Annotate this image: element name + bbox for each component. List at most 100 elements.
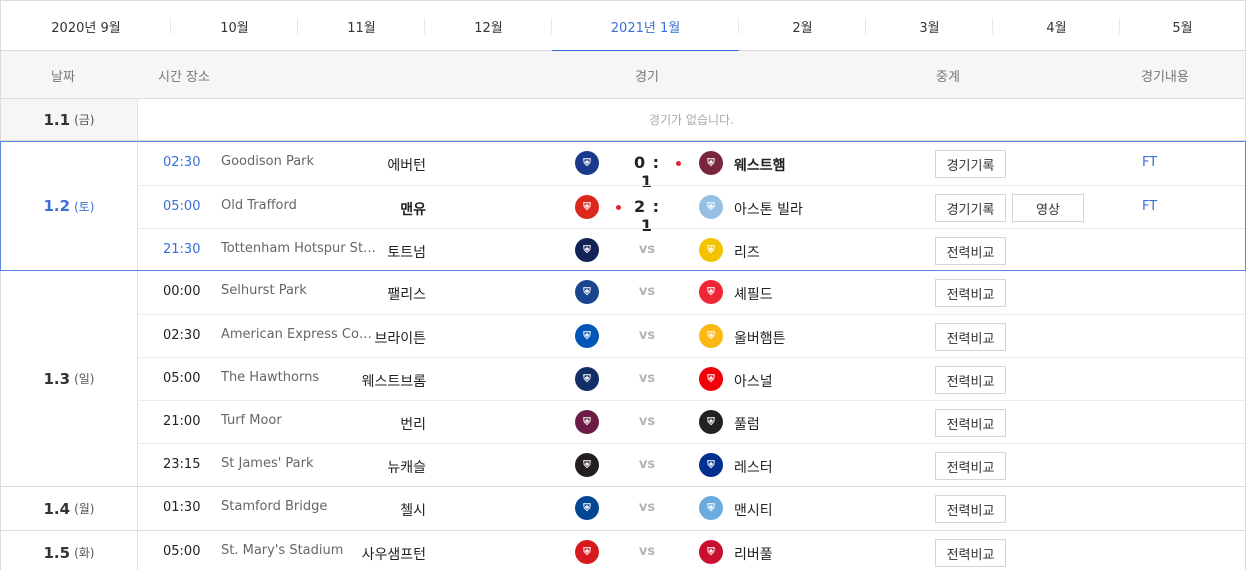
crest-west-brom-icon[interactable]: ⛨: [575, 367, 599, 391]
match-record-button[interactable]: 경기기록: [935, 150, 1006, 178]
month-tab[interactable]: 4월: [993, 1, 1120, 51]
home-team-name[interactable]: 팰리스: [387, 287, 426, 303]
crest-liverpool-icon[interactable]: ⛨: [699, 540, 723, 564]
month-tab[interactable]: 2020년 9월: [1, 1, 171, 51]
match-score[interactable]: 2 : 1: [633, 197, 661, 235]
video-button[interactable]: 영상: [1012, 194, 1084, 222]
match-status-link[interactable]: FT: [1142, 155, 1158, 170]
day-group: 1.4 (월) 01:30 Stamford Bridge 첼시 ⛨ vs ⛨ 맨시티 전력비교: [0, 487, 1246, 531]
away-team-name[interactable]: 풀럼: [734, 417, 760, 433]
date-cell: 1.4 (월): [1, 487, 138, 530]
away-team-name[interactable]: 웨스트햄: [734, 158, 786, 174]
match-venue: St James' Park: [221, 456, 314, 471]
crest-man-utd-icon[interactable]: ⛨: [575, 195, 599, 219]
crest-aston-villa-icon[interactable]: ⛨: [699, 195, 723, 219]
compare-button[interactable]: 전력비교: [935, 279, 1006, 307]
vs-label: vs: [638, 500, 656, 515]
away-team-name[interactable]: 리즈: [734, 245, 760, 261]
crest-arsenal-icon[interactable]: ⛨: [699, 367, 723, 391]
crest-leicester-icon[interactable]: ⛨: [699, 453, 723, 477]
match-venue: Tottenham Hotspur St…: [221, 241, 377, 256]
home-team-name[interactable]: 첼시: [400, 503, 426, 519]
match-venue: Goodison Park: [221, 154, 315, 169]
away-team-name[interactable]: 아스널: [734, 374, 773, 390]
compare-button[interactable]: 전력비교: [935, 539, 1006, 567]
month-tab[interactable]: 10월: [171, 1, 298, 51]
compare-button[interactable]: 전력비교: [935, 237, 1006, 265]
month-tab[interactable]: 11월: [298, 1, 425, 51]
day-group: 1.3 (일) 00:00 Selhurst Park 팰리스 ⛨ vs ⛨ 셰필드 전력비교 02…: [0, 271, 1246, 487]
compare-button[interactable]: 전력비교: [935, 495, 1006, 523]
match-time: 21:30: [163, 242, 201, 257]
match-status-link[interactable]: FT: [1142, 199, 1158, 214]
away-team-name[interactable]: 리버풀: [734, 547, 773, 563]
date-number: 1.3: [43, 369, 71, 388]
date-number: 1.2: [43, 197, 71, 215]
day-group: 1.1 (금) 경기가 없습니다.: [0, 99, 1246, 141]
month-tab-label: 2021년 1월: [610, 20, 681, 36]
match-time: 02:30: [163, 155, 201, 170]
crest-sheffield-united-icon[interactable]: ⛨: [699, 280, 723, 304]
home-team-name[interactable]: 번리: [400, 417, 426, 433]
header-date: 날짜: [51, 70, 75, 85]
home-team-name[interactable]: 맨유: [400, 202, 426, 218]
month-tab[interactable]: 2021년 1월: [552, 1, 739, 52]
date-cell: 1.5 (화): [1, 531, 138, 570]
month-tab[interactable]: 3월: [866, 1, 993, 51]
day-group: 1.5 (화) 05:00 St. Mary's Stadium 사우샘프턴 ⛨ vs ⛨ 리버…: [0, 531, 1246, 570]
match-row: 21:30 Tottenham Hotspur St… 토트넘 ⛨ vs ⛨ 리즈 전력비교: [138, 228, 1245, 271]
month-tab-label: 5월: [1172, 20, 1193, 36]
match-row: 21:00 Turf Moor 번리 ⛨ vs ⛨ 풀럼 전력비교: [138, 400, 1245, 443]
match-row: 00:00 Selhurst Park 팰리스 ⛨ vs ⛨ 셰필드 전력비교: [138, 271, 1245, 314]
crest-glyph: ⛨: [707, 286, 715, 298]
crest-brighton-icon[interactable]: ⛨: [575, 324, 599, 348]
compare-button[interactable]: 전력비교: [935, 452, 1006, 480]
match-time: 05:00: [163, 544, 201, 559]
home-team-name[interactable]: 웨스트브롬: [361, 374, 426, 390]
header-time-venue: 시간 장소: [158, 70, 210, 85]
crest-burnley-icon[interactable]: ⛨: [575, 410, 599, 434]
compare-button[interactable]: 전력비교: [935, 323, 1006, 351]
home-team-name[interactable]: 사우샘프턴: [361, 547, 426, 563]
match-time: 00:00: [163, 284, 201, 299]
header-detail: 경기내용: [1141, 70, 1189, 85]
crest-crystal-palace-icon[interactable]: ⛨: [575, 280, 599, 304]
home-team-name[interactable]: 브라이튼: [374, 331, 426, 347]
home-team-name[interactable]: 뉴캐슬: [387, 460, 426, 476]
crest-chelsea-icon[interactable]: ⛨: [575, 496, 599, 520]
match-venue: Stamford Bridge: [221, 499, 328, 514]
vs-label: vs: [638, 371, 656, 386]
match-row: 02:30 Goodison Park 에버턴 ⛨ 0 : 1 ⛨ 웨스트햄 경기기록 FT: [138, 142, 1245, 191]
away-team-name[interactable]: 셰필드: [734, 287, 773, 303]
away-team-name[interactable]: 맨시티: [734, 503, 773, 519]
home-team-name[interactable]: 토트넘: [387, 245, 426, 261]
compare-button[interactable]: 전력비교: [935, 409, 1006, 437]
crest-everton-icon[interactable]: ⛨: [575, 151, 599, 175]
date-cell: 1.3 (일): [1, 271, 138, 486]
crest-glyph: ⛨: [583, 244, 591, 256]
crest-fulham-icon[interactable]: ⛨: [699, 410, 723, 434]
crest-man-city-icon[interactable]: ⛨: [699, 496, 723, 520]
match-row: 02:30 American Express Co… 브라이튼 ⛨ vs ⛨ 울버햄튼 전력비…: [138, 314, 1245, 357]
date-number: 1.4: [43, 499, 71, 518]
month-tab[interactable]: 2월: [739, 1, 866, 51]
crest-west-ham-icon[interactable]: ⛨: [699, 151, 723, 175]
crest-southampton-icon[interactable]: ⛨: [575, 540, 599, 564]
month-tab[interactable]: 5월: [1120, 1, 1245, 51]
away-team-name[interactable]: 레스터: [734, 460, 773, 476]
compare-button[interactable]: 전력비교: [935, 366, 1006, 394]
date-weekday: (토): [74, 199, 95, 214]
vs-label: vs: [638, 242, 656, 257]
crest-newcastle-icon[interactable]: ⛨: [575, 453, 599, 477]
crest-tottenham-icon[interactable]: ⛨: [575, 238, 599, 262]
away-team-name[interactable]: 울버햄튼: [734, 331, 786, 347]
match-record-button[interactable]: 경기기록: [935, 194, 1006, 222]
home-team-name[interactable]: 에버턴: [387, 158, 426, 174]
crest-leeds-icon[interactable]: ⛨: [699, 238, 723, 262]
match-time: 05:00: [163, 371, 201, 386]
away-team-name[interactable]: 아스톤 빌라: [734, 202, 803, 218]
match-venue: The Hawthorns: [221, 370, 320, 385]
month-tab[interactable]: 12월: [425, 1, 552, 51]
crest-wolves-icon[interactable]: ⛨: [699, 324, 723, 348]
match-score[interactable]: 0 : 1: [633, 153, 661, 191]
